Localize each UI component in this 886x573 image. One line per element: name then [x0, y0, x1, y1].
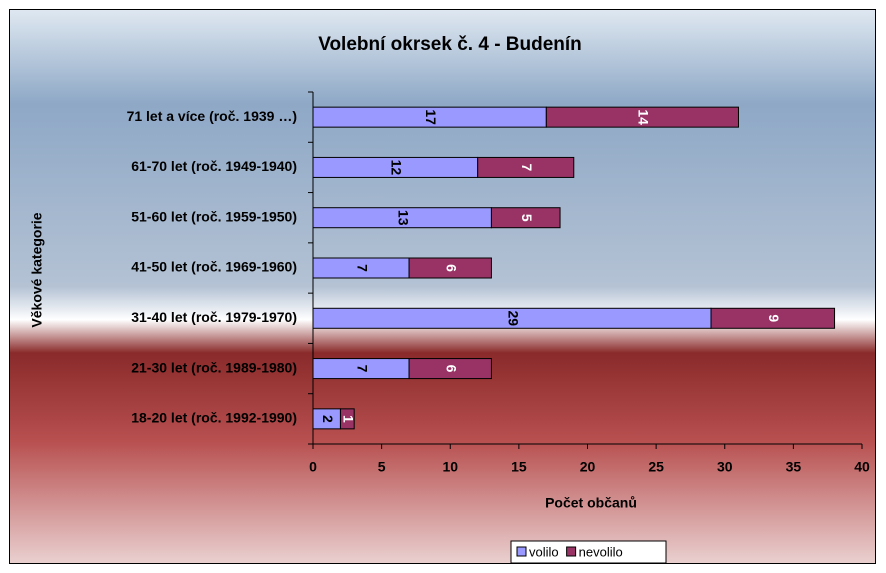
chart-title: Volební okrsek č. 4 - Budenín — [318, 34, 582, 55]
data-label: 9 — [766, 314, 782, 322]
x-tick-label: 20 — [580, 459, 596, 475]
data-label: 7 — [354, 264, 370, 272]
y-tick-label: 31-40 let (roč. 1979-1970) — [131, 309, 297, 325]
y-tick-label: 61-70 let (roč. 1949-1940) — [131, 158, 297, 174]
bar-segment — [545, 106, 739, 128]
bar-segment — [408, 257, 492, 279]
data-label: 1 — [341, 415, 357, 423]
x-tick-label: 15 — [511, 459, 527, 475]
bar-segment — [408, 358, 492, 380]
x-tick-label: 30 — [717, 459, 733, 475]
x-tick-label: 5 — [378, 459, 386, 475]
data-label: 6 — [444, 264, 460, 272]
legend: volilo nevolilo — [510, 540, 667, 564]
x-tick-label: 25 — [648, 459, 664, 475]
legend-swatch — [516, 546, 527, 557]
y-tick-label: 51-60 let (roč. 1959-1950) — [131, 208, 297, 224]
data-label: 29 — [505, 310, 521, 326]
data-label: 7 — [354, 365, 370, 373]
legend-label: nevolilo — [579, 544, 623, 559]
data-label: 12 — [389, 160, 405, 176]
y-axis-title: Věkové kategorie — [29, 212, 45, 327]
y-tick-label: 21-30 let (roč. 1989-1980) — [131, 359, 297, 375]
x-axis-title: Počet občanů — [545, 495, 637, 511]
data-label: 2 — [320, 415, 336, 423]
bar-segment — [490, 207, 561, 229]
data-label: 13 — [396, 210, 412, 226]
x-tick-label: 0 — [309, 459, 317, 475]
chart-background — [9, 9, 876, 564]
data-label: 5 — [519, 214, 535, 222]
y-tick-label: 18-20 let (roč. 1992-1990) — [131, 410, 297, 426]
y-tick-label: 41-50 let (roč. 1969-1960) — [131, 259, 297, 275]
x-tick-label: 10 — [442, 459, 458, 475]
data-label: 17 — [423, 109, 439, 125]
bar-segment — [339, 408, 355, 430]
data-label: 14 — [636, 109, 652, 125]
legend-swatch — [566, 546, 577, 557]
y-tick-label: 71 let a více (roč. 1939 …) — [127, 108, 297, 124]
legend-label: volilo — [529, 544, 559, 559]
data-label: 7 — [519, 164, 535, 172]
data-label: 6 — [444, 365, 460, 373]
x-tick-label: 40 — [854, 459, 870, 475]
legend-box — [510, 540, 667, 564]
x-tick-label: 35 — [786, 459, 802, 475]
bar-segment — [477, 156, 575, 178]
bar-segment — [710, 307, 836, 329]
